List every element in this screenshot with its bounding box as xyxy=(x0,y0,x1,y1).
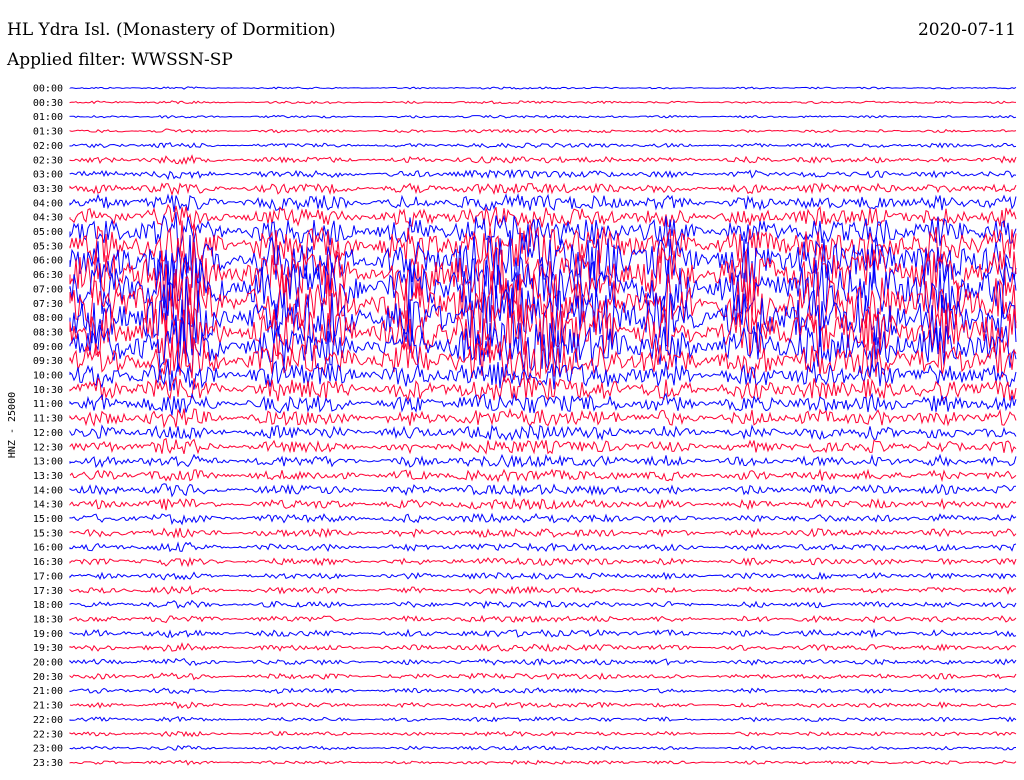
trace-row xyxy=(69,497,1017,511)
row-time-label: 05:00 xyxy=(33,227,63,238)
row-time-label: 18:00 xyxy=(33,600,63,611)
row-time-label: 04:00 xyxy=(33,198,63,209)
trace-row xyxy=(69,192,1017,213)
trace-row xyxy=(69,628,1017,639)
row-time-label: 04:30 xyxy=(33,213,63,224)
trace-row xyxy=(69,358,1017,391)
row-time-label: 20:30 xyxy=(33,672,63,683)
row-time-label: 22:30 xyxy=(33,729,63,740)
row-time-label: 19:30 xyxy=(33,643,63,654)
trace-row xyxy=(69,182,1017,197)
row-time-label: 01:00 xyxy=(33,112,63,123)
trace-row xyxy=(69,744,1017,751)
trace-row xyxy=(69,483,1017,498)
trace-row xyxy=(69,212,1017,251)
trace-row xyxy=(69,759,1017,766)
row-time-label: 17:30 xyxy=(33,586,63,597)
row-time-label: 10:30 xyxy=(33,385,63,396)
row-time-label: 23:30 xyxy=(33,758,63,769)
trace-row xyxy=(69,541,1017,553)
trace-row xyxy=(69,86,1017,90)
row-time-label: 07:00 xyxy=(33,284,63,295)
row-time-label: 21:00 xyxy=(33,686,63,697)
trace-row xyxy=(69,128,1017,134)
trace-row xyxy=(69,512,1017,526)
trace-row xyxy=(69,337,1017,382)
trace-row xyxy=(69,642,1017,652)
date-label: 2020-07-11 xyxy=(917,20,1016,40)
trace-row xyxy=(69,317,1017,376)
trace-row xyxy=(69,392,1017,416)
row-time-label: 22:00 xyxy=(33,715,63,726)
row-time-label: 09:30 xyxy=(33,356,63,367)
trace-row xyxy=(69,730,1017,738)
trace-row xyxy=(69,453,1017,469)
row-time-label: 11:00 xyxy=(33,399,63,410)
row-time-label: 15:00 xyxy=(33,514,63,525)
trace-row xyxy=(69,154,1017,165)
row-time-label: 14:00 xyxy=(33,485,63,496)
trace-row xyxy=(69,424,1017,442)
trace-row xyxy=(69,168,1017,181)
row-time-label: 16:30 xyxy=(33,557,63,568)
trace-row xyxy=(69,100,1017,105)
trace-row xyxy=(69,437,1017,455)
row-time-label: 13:30 xyxy=(33,471,63,482)
row-time-label: 23:00 xyxy=(33,744,63,755)
trace-row xyxy=(69,203,1017,231)
trace-row xyxy=(69,687,1017,695)
trace-row xyxy=(69,407,1017,429)
row-time-label: 07:30 xyxy=(33,299,63,310)
row-time-label: 20:00 xyxy=(33,658,63,669)
row-time-label: 03:00 xyxy=(33,170,63,181)
row-time-label: 17:00 xyxy=(33,571,63,582)
trace-row xyxy=(69,716,1017,723)
row-time-label: 05:30 xyxy=(33,241,63,252)
row-time-label: 08:00 xyxy=(33,313,63,324)
trace-row xyxy=(69,614,1017,624)
row-time-label: 00:30 xyxy=(33,98,63,109)
row-time-label: 14:30 xyxy=(33,500,63,511)
row-time-label: 12:00 xyxy=(33,428,63,439)
trace-row xyxy=(69,375,1017,403)
row-time-label: 12:30 xyxy=(33,442,63,453)
row-time-label: 06:30 xyxy=(33,270,63,281)
trace-row xyxy=(69,657,1017,667)
row-time-label: 06:00 xyxy=(33,256,63,267)
row-time-label: 09:00 xyxy=(33,342,63,353)
trace-row xyxy=(69,571,1017,581)
row-time-label: 13:00 xyxy=(33,457,63,468)
filter-label: Applied filter: WWSSN-SP xyxy=(7,50,233,70)
trace-row xyxy=(69,268,1017,342)
trace-row xyxy=(69,672,1017,681)
trace-row xyxy=(69,114,1017,119)
trace-row xyxy=(69,232,1017,289)
row-time-label: 01:30 xyxy=(33,127,63,138)
station-title: HL Ydra Isl. (Monastery of Dormition) xyxy=(7,20,336,40)
trace-row xyxy=(69,599,1017,610)
trace-row xyxy=(69,527,1017,539)
row-time-label: 03:30 xyxy=(33,184,63,195)
y-axis-label: HNZ - 25000 xyxy=(7,392,18,458)
trace-row xyxy=(69,701,1017,710)
row-time-label: 08:30 xyxy=(33,327,63,338)
row-time-label: 19:00 xyxy=(33,629,63,640)
row-time-label: 16:00 xyxy=(33,543,63,554)
trace-row xyxy=(69,556,1017,568)
row-time-label: 18:30 xyxy=(33,614,63,625)
row-time-label: 10:00 xyxy=(33,371,63,382)
trace-row xyxy=(69,468,1017,483)
row-time-label: 15:30 xyxy=(33,528,63,539)
row-time-label: 00:00 xyxy=(33,84,63,95)
row-time-label: 21:30 xyxy=(33,701,63,712)
trace-row xyxy=(69,141,1017,149)
row-time-label: 02:00 xyxy=(33,141,63,152)
row-time-label: 11:30 xyxy=(33,414,63,425)
row-time-label: 02:30 xyxy=(33,155,63,166)
trace-row xyxy=(69,585,1017,595)
